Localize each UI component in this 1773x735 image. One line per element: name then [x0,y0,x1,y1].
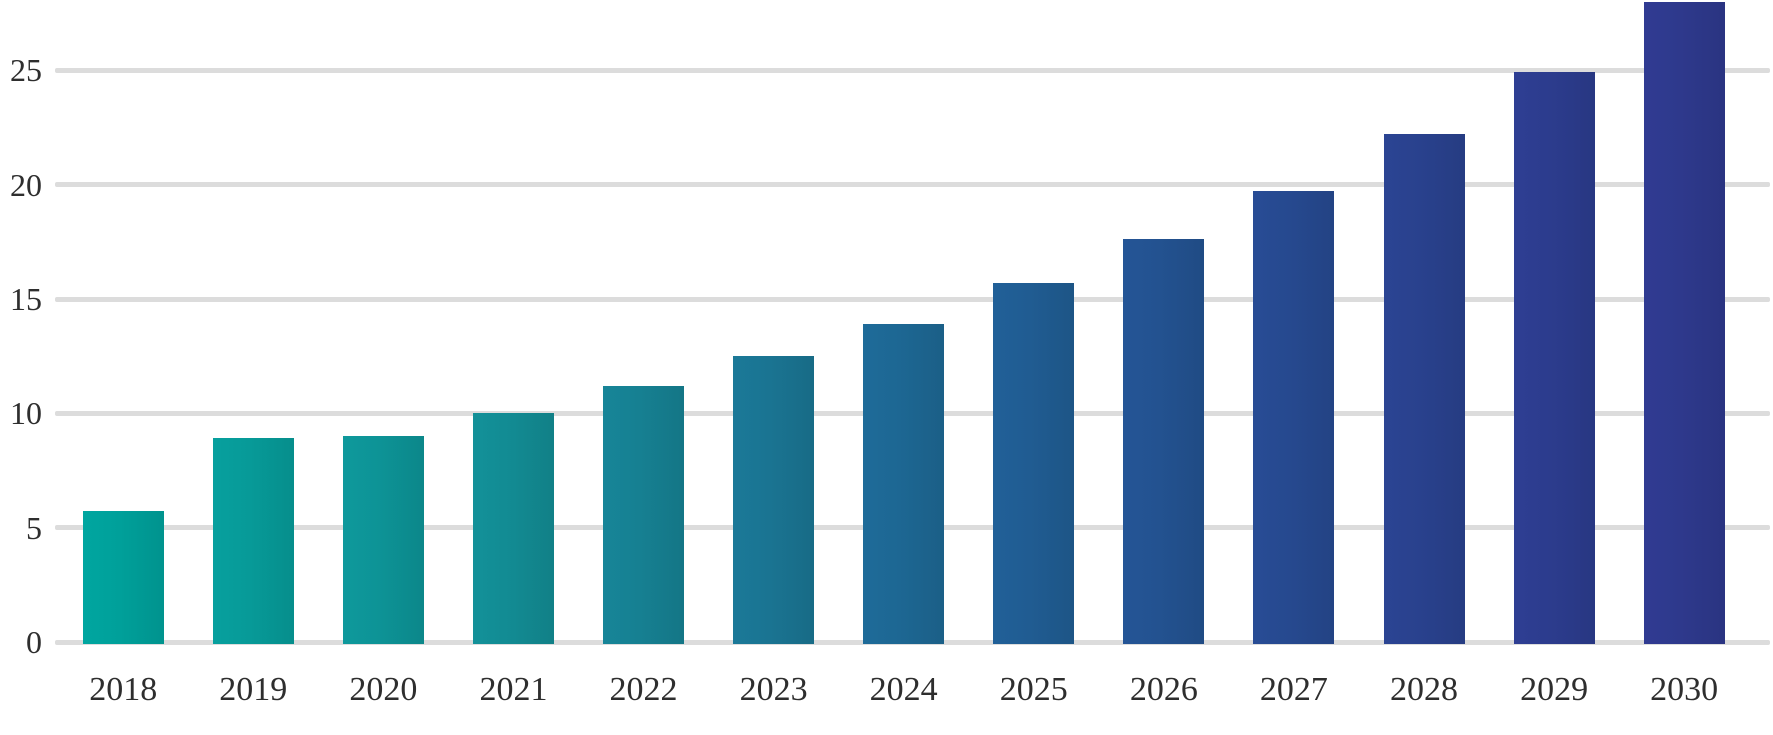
x-axis-tick-label: 2023 [739,671,808,708]
x-axis-tick-label: 2026 [1129,671,1198,708]
y-axis-tick-label: 15 [10,281,42,318]
x-axis-tick-label: 2020 [349,671,418,708]
x-axis-tick-label: 2027 [1259,671,1328,708]
bar-2019 [212,438,294,644]
gridline-y15 [55,296,1770,302]
x-axis-tick-label: 2018 [89,671,158,708]
bar-2023 [733,355,815,644]
y-axis-tick-label: 0 [26,624,42,660]
bar-2028 [1383,134,1465,644]
x-axis-tick-label: 2025 [999,671,1068,708]
x-axis-tick-label: 2024 [869,671,938,708]
x-axis-tick-label: 2030 [1650,671,1719,708]
bar-2029 [1513,72,1595,644]
bar-2020 [342,435,424,644]
x-axis-tick-label: 2029 [1520,671,1589,708]
bar-2025 [993,282,1075,644]
bar-2027 [1253,191,1335,644]
gridline-y25 [55,67,1770,73]
bar-2021 [472,413,554,644]
bar-2024 [863,323,945,644]
y-axis-tick-label: 5 [26,509,42,546]
x-axis-tick-label: 2021 [479,671,548,708]
bar-2018 [82,511,164,644]
bar-2026 [1123,239,1205,644]
x-axis-tick-label: 2028 [1390,671,1458,708]
y-axis-tick-label: 20 [10,166,42,203]
x-axis-tick-label: 2022 [609,671,678,708]
y-axis-tick-label: 25 [10,52,42,89]
bar-2030 [1643,1,1725,644]
x-axis-tick-label: 2019 [219,671,288,708]
gridline-y20 [55,182,1770,188]
bar-2022 [603,385,685,644]
y-axis-tick-label: 10 [10,395,42,432]
